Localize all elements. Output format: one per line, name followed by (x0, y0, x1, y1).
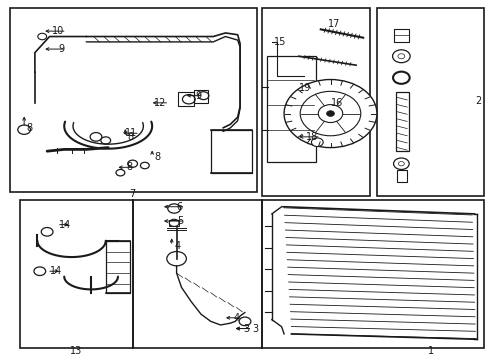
Bar (178, 92, 194, 107)
Circle shape (318, 105, 343, 122)
Text: 2: 2 (476, 96, 482, 106)
Circle shape (18, 125, 30, 134)
Circle shape (167, 252, 186, 266)
Circle shape (327, 111, 334, 116)
Text: 5: 5 (177, 216, 183, 226)
Circle shape (393, 72, 410, 84)
Circle shape (393, 158, 409, 170)
Circle shape (141, 162, 149, 169)
Text: 15: 15 (274, 37, 287, 47)
Circle shape (38, 33, 47, 40)
Text: 19: 19 (299, 84, 311, 94)
Text: 17: 17 (328, 19, 341, 29)
Bar (394, 30, 409, 42)
Bar (262, 199, 485, 348)
Circle shape (239, 317, 251, 326)
Bar (133, 199, 262, 348)
Circle shape (41, 228, 53, 236)
Text: 4: 4 (234, 313, 240, 323)
Circle shape (398, 162, 404, 166)
Bar (194, 90, 208, 103)
Text: 3: 3 (252, 324, 258, 334)
Bar (396, 92, 409, 151)
Text: 14: 14 (59, 220, 72, 230)
Circle shape (312, 138, 323, 147)
Bar (10, 8, 257, 192)
Text: 14: 14 (49, 266, 62, 276)
Text: 11: 11 (125, 128, 138, 138)
Text: 12: 12 (154, 98, 167, 108)
Bar (211, 130, 252, 173)
Text: 9: 9 (58, 44, 64, 54)
Text: 8: 8 (126, 162, 133, 172)
Text: 8: 8 (26, 123, 33, 133)
Bar (262, 8, 369, 196)
Text: 9: 9 (195, 91, 201, 101)
Bar (397, 170, 407, 182)
Circle shape (90, 132, 102, 141)
Bar (377, 8, 485, 196)
Text: 6: 6 (177, 202, 183, 212)
Circle shape (182, 95, 195, 104)
Circle shape (128, 160, 138, 167)
Bar (267, 56, 316, 162)
Text: 1: 1 (428, 346, 434, 356)
Text: 8: 8 (155, 152, 161, 162)
Bar (169, 220, 179, 226)
Text: 4: 4 (174, 241, 180, 251)
Bar (106, 241, 130, 293)
Text: 16: 16 (331, 98, 343, 108)
Text: 13: 13 (70, 346, 82, 356)
Circle shape (116, 170, 125, 176)
Text: 7: 7 (129, 189, 136, 199)
Text: 10: 10 (52, 26, 64, 36)
Text: 8: 8 (128, 132, 134, 142)
Circle shape (169, 219, 179, 226)
Text: 3: 3 (244, 324, 250, 334)
Circle shape (101, 137, 111, 144)
Text: 18: 18 (306, 132, 318, 142)
Circle shape (392, 50, 410, 63)
Circle shape (398, 54, 405, 59)
Circle shape (34, 267, 46, 275)
Circle shape (168, 204, 180, 213)
Circle shape (198, 92, 209, 100)
Circle shape (284, 80, 377, 148)
Circle shape (300, 91, 361, 136)
Bar (20, 199, 133, 348)
